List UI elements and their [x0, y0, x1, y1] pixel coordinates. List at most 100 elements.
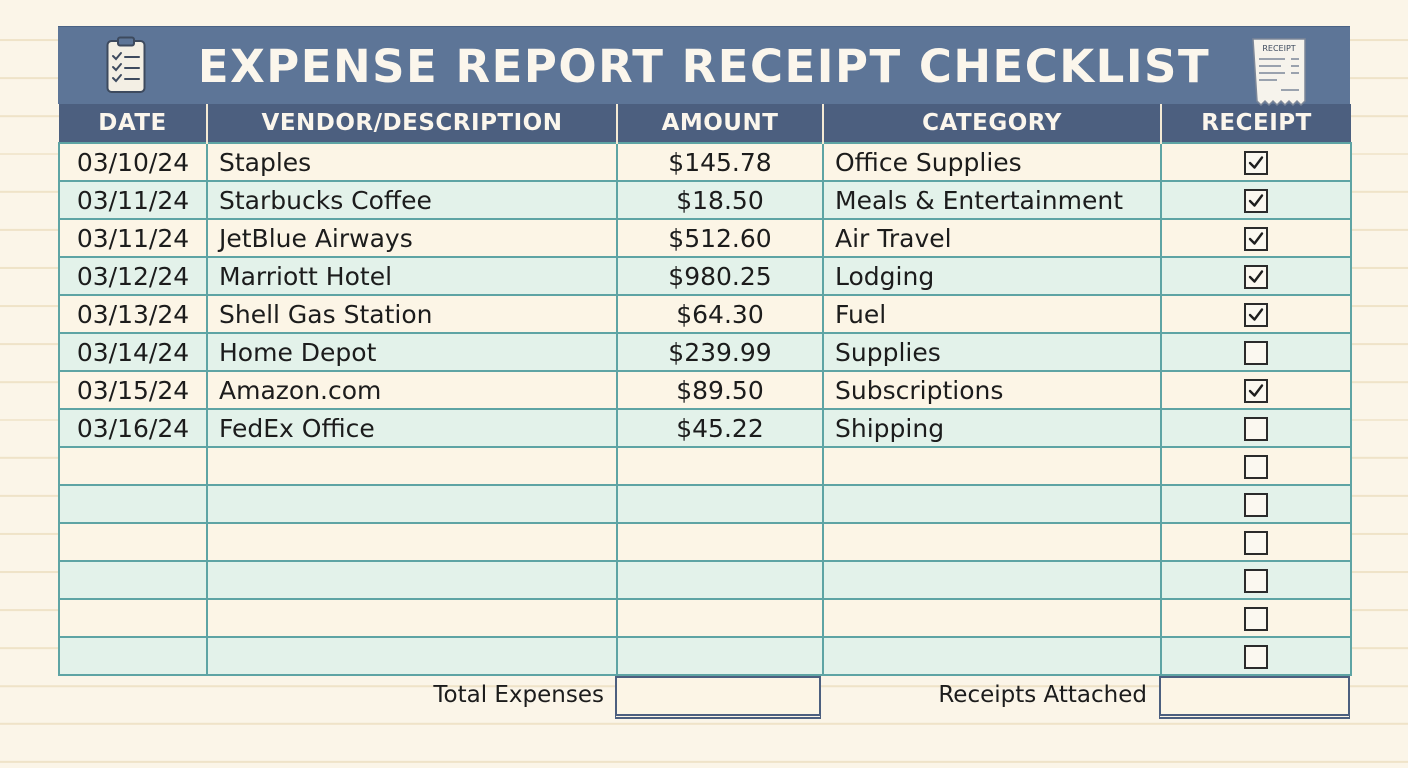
table-row: 03/15/24 Amazon.com $89.50 Subscriptions — [58, 370, 1352, 410]
receipt-checkbox[interactable] — [1244, 302, 1268, 327]
vendor-cell[interactable] — [206, 484, 618, 524]
amount-cell[interactable] — [616, 522, 824, 562]
category-cell[interactable]: Air Travel — [822, 218, 1162, 258]
receipt-cell — [1160, 294, 1352, 334]
receipt-cell — [1160, 446, 1352, 486]
receipt-checkbox[interactable] — [1244, 378, 1268, 403]
receipt-checkbox[interactable] — [1244, 644, 1268, 669]
amount-cell[interactable]: $18.50 — [616, 180, 824, 220]
table-row: 03/11/24 Starbucks Coffee $18.50 Meals & En… — [58, 180, 1352, 220]
receipt-checkbox[interactable] — [1244, 568, 1268, 593]
category-cell[interactable] — [822, 446, 1162, 486]
date-cell[interactable] — [58, 560, 208, 600]
table-row — [58, 446, 1352, 486]
amount-cell[interactable]: $64.30 — [616, 294, 824, 334]
vendor-cell[interactable]: JetBlue Airways — [206, 218, 618, 258]
check-icon — [1248, 193, 1264, 207]
category-cell[interactable]: Meals & Entertainment — [822, 180, 1162, 220]
table-row: 03/11/24 JetBlue Airways $512.60 Air Travel — [58, 218, 1352, 258]
receipts-attached-field[interactable] — [1159, 676, 1350, 719]
vendor-cell[interactable] — [206, 522, 618, 562]
receipt-checkbox[interactable] — [1244, 492, 1268, 517]
receipt-checkbox[interactable] — [1244, 340, 1268, 365]
vendor-cell[interactable]: Staples — [206, 142, 618, 182]
table-row: 03/13/24 Shell Gas Station $64.30 Fuel — [58, 294, 1352, 334]
column-header: AMOUNT — [616, 104, 823, 143]
check-icon — [1248, 307, 1264, 321]
title-banner: EXPENSE REPORT RECEIPT CHECKLIST RECEIPT — [58, 26, 1350, 107]
category-cell[interactable] — [822, 484, 1162, 524]
receipt-checkbox[interactable] — [1244, 416, 1268, 441]
vendor-cell[interactable]: Amazon.com — [206, 370, 618, 410]
date-cell[interactable] — [58, 484, 208, 524]
category-cell[interactable]: Shipping — [822, 408, 1162, 448]
date-cell[interactable]: 03/11/24 — [58, 218, 208, 258]
amount-cell[interactable] — [616, 446, 824, 486]
amount-cell[interactable] — [616, 560, 824, 600]
date-cell[interactable] — [58, 522, 208, 562]
date-cell[interactable] — [58, 636, 208, 676]
date-cell[interactable]: 03/12/24 — [58, 256, 208, 296]
check-icon — [1248, 383, 1264, 397]
date-cell[interactable]: 03/16/24 — [58, 408, 208, 448]
date-cell[interactable]: 03/13/24 — [58, 294, 208, 334]
amount-cell[interactable]: $239.99 — [616, 332, 824, 372]
table-row: 03/14/24 Home Depot $239.99 Supplies — [58, 332, 1352, 372]
amount-cell[interactable]: $980.25 — [616, 256, 824, 296]
receipt-checkbox[interactable] — [1244, 226, 1268, 251]
date-cell[interactable]: 03/14/24 — [58, 332, 208, 372]
receipt-cell — [1160, 142, 1352, 182]
vendor-cell[interactable]: Starbucks Coffee — [206, 180, 618, 220]
receipt-checkbox[interactable] — [1244, 188, 1268, 213]
column-header: CATEGORY — [822, 104, 1161, 143]
column-header: VENDOR/DESCRIPTION — [206, 104, 617, 143]
vendor-cell[interactable]: FedEx Office — [206, 408, 618, 448]
category-cell[interactable] — [822, 560, 1162, 600]
date-cell[interactable]: 03/11/24 — [58, 180, 208, 220]
amount-cell[interactable] — [616, 484, 824, 524]
column-header: DATE — [59, 104, 207, 143]
category-cell[interactable]: Supplies — [822, 332, 1162, 372]
category-cell[interactable]: Subscriptions — [822, 370, 1162, 410]
date-cell[interactable] — [58, 598, 208, 638]
category-cell[interactable] — [822, 636, 1162, 676]
date-cell[interactable]: 03/10/24 — [58, 142, 208, 182]
vendor-cell[interactable]: Marriott Hotel — [206, 256, 618, 296]
receipt-checkbox[interactable] — [1244, 530, 1268, 555]
vendor-cell[interactable] — [206, 636, 618, 676]
amount-cell[interactable]: $512.60 — [616, 218, 824, 258]
table-row — [58, 598, 1352, 638]
vendor-cell[interactable] — [206, 446, 618, 486]
total-expenses-field[interactable] — [615, 676, 821, 719]
vendor-cell[interactable]: Shell Gas Station — [206, 294, 618, 334]
amount-cell[interactable]: $45.22 — [616, 408, 824, 448]
amount-cell[interactable]: $89.50 — [616, 370, 824, 410]
amount-cell[interactable] — [616, 636, 824, 676]
header-row: DATE VENDOR/DESCRIPTION AMOUNT CATEGORY … — [59, 104, 1351, 143]
receipt-checkbox[interactable] — [1244, 150, 1268, 175]
check-icon — [1248, 231, 1264, 245]
category-cell[interactable]: Fuel — [822, 294, 1162, 334]
totals-footer: Total Expenses Receipts Attached — [58, 676, 1350, 720]
category-cell[interactable] — [822, 598, 1162, 638]
receipt-icon-text: RECEIPT — [1262, 44, 1295, 53]
clipboard-checklist-icon — [106, 36, 146, 93]
vendor-cell[interactable]: Home Depot — [206, 332, 618, 372]
receipt-checkbox[interactable] — [1244, 454, 1268, 479]
category-cell[interactable]: Lodging — [822, 256, 1162, 296]
table-row: 03/16/24 FedEx Office $45.22 Shipping — [58, 408, 1352, 448]
checklist-sheet: EXPENSE REPORT RECEIPT CHECKLIST RECEIPT… — [58, 26, 1352, 720]
table-row — [58, 636, 1352, 676]
amount-cell[interactable]: $145.78 — [616, 142, 824, 182]
receipt-checkbox[interactable] — [1244, 606, 1268, 631]
amount-cell[interactable] — [616, 598, 824, 638]
date-cell[interactable] — [58, 446, 208, 486]
category-cell[interactable]: Office Supplies — [822, 142, 1162, 182]
vendor-cell[interactable] — [206, 560, 618, 600]
table-row — [58, 560, 1352, 600]
table-row: 03/10/24 Staples $145.78 Office Supplies — [58, 142, 1352, 182]
category-cell[interactable] — [822, 522, 1162, 562]
vendor-cell[interactable] — [206, 598, 618, 638]
receipt-checkbox[interactable] — [1244, 264, 1268, 289]
date-cell[interactable]: 03/15/24 — [58, 370, 208, 410]
